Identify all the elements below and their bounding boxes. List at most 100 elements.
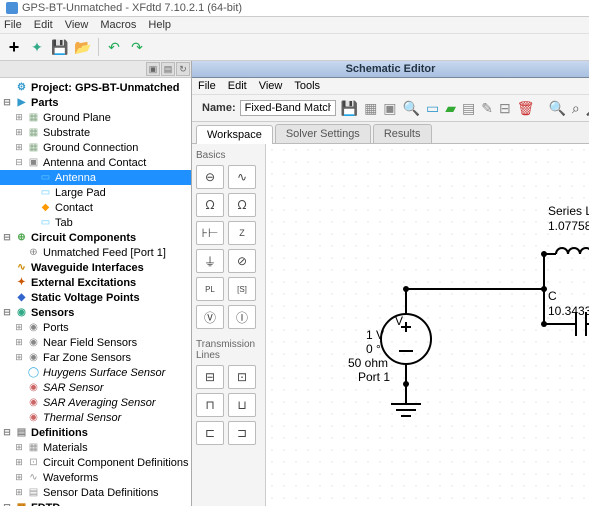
tree-item[interactable]: ⊕Unmatched Feed [Port 1] [0, 245, 191, 260]
palette-resistor-icon[interactable]: ∿ [228, 165, 256, 189]
schematic-toolbar: Name: 💾 ▦ ▣ 🔍 ▭ ▰ ▤ ✎ ⊟ 🗑 🔍 ⌕ 🔎 [192, 95, 589, 122]
tree-item[interactable]: ⊞▦Ground Connection [0, 140, 191, 155]
tree-item[interactable]: ⊟▣Antenna and Contact [0, 155, 191, 170]
sch-tb-5[interactable]: ▰ [444, 98, 457, 118]
palette-tl3-icon[interactable]: ⊓ [196, 393, 224, 417]
palette-tl4-icon[interactable]: ⊔ [228, 393, 256, 417]
tree-item[interactable]: ▭Tab [0, 215, 191, 230]
tree-tab-1[interactable]: ▣ [146, 62, 160, 76]
menu-help[interactable]: Help [148, 19, 171, 31]
menu-edit[interactable]: Edit [34, 19, 53, 31]
tree-item[interactable]: ⊟⊕Circuit Components [0, 230, 191, 245]
palette-sparam-icon[interactable]: [S] [228, 277, 256, 301]
palette-tl1-icon[interactable]: ⊟ [196, 365, 224, 389]
tree-item[interactable]: ⊟▤Definitions [0, 425, 191, 440]
new-icon[interactable]: + [4, 37, 24, 57]
tree-item[interactable]: ⊞◉Ports [0, 320, 191, 335]
palette-capacitor-icon[interactable]: ⊦⊢ [196, 221, 224, 245]
palette-iprobe-icon[interactable]: Ⓘ [228, 305, 256, 329]
capacitor-title: C [548, 289, 557, 303]
zoom-in-icon[interactable]: 🔎 [585, 98, 589, 118]
palette-port-icon[interactable]: PL [196, 277, 224, 301]
palette-tl-header: Transmission Lines [196, 339, 261, 361]
name-label: Name: [202, 102, 236, 114]
schematic-titlebar: Schematic Editor [192, 61, 589, 78]
palette-diode-icon[interactable]: ⊘ [228, 249, 256, 273]
sch-delete-icon[interactable]: 🗑 [516, 98, 536, 118]
main-toolbar: + ✦ 💾 📂 ↶ ↷ [0, 34, 589, 61]
palette-z-icon[interactable]: Z [228, 221, 256, 245]
schematic-canvas[interactable]: V 1 V 0 ° 50 ohm Port 1 Series L 1.07758… [266, 144, 589, 506]
sch-menu-view[interactable]: View [259, 80, 283, 92]
tree-item[interactable]: ◉Thermal Sensor [0, 410, 191, 425]
sch-tb-1[interactable]: ▦ [363, 98, 378, 118]
sch-tb-2[interactable]: ▣ [382, 98, 397, 118]
tree-item[interactable]: ◉SAR Sensor [0, 380, 191, 395]
tree-item[interactable]: ⊞▦Materials [0, 440, 191, 455]
palette-vprobe-icon[interactable]: Ⓥ [196, 305, 224, 329]
sch-tb-6[interactable]: ▤ [461, 98, 476, 118]
tab-solver[interactable]: Solver Settings [275, 124, 371, 143]
main-menubar: File Edit View Macros Help [0, 17, 589, 34]
palette-tl6-icon[interactable]: ⊐ [228, 421, 256, 445]
palette-ground-icon[interactable]: ⏚ [196, 249, 224, 273]
app-icon [6, 2, 18, 14]
tree-item[interactable]: ⊞◉Near Field Sensors [0, 335, 191, 350]
sch-save-icon[interactable]: 💾 [340, 98, 359, 118]
redo-icon[interactable]: ↷ [127, 37, 147, 57]
project-tree[interactable]: ⚙Project: GPS-BT-Unmatched⊟▶Parts⊞▦Groun… [0, 78, 191, 506]
tree-item[interactable]: ⊞▦Ground Plane [0, 110, 191, 125]
tree-item[interactable]: ⊞▦Substrate [0, 125, 191, 140]
tree-item[interactable]: ▭Large Pad [0, 185, 191, 200]
source-v-label: V [379, 314, 403, 328]
zoom-fit-icon[interactable]: ⌕ [571, 98, 581, 118]
schematic-tabs: Workspace Solver Settings Results [192, 122, 589, 144]
tree-tab-3[interactable]: ↻ [176, 62, 190, 76]
open-icon[interactable]: 📂 [73, 37, 93, 57]
menu-view[interactable]: View [65, 19, 89, 31]
palette-tl2-icon[interactable]: ⊡ [228, 365, 256, 389]
sch-menu-edit[interactable]: Edit [228, 80, 247, 92]
tree-item[interactable]: ⚙Project: GPS-BT-Unmatched [0, 80, 191, 95]
tree-item[interactable]: ◯Huygens Surface Sensor [0, 365, 191, 380]
menu-file[interactable]: File [4, 19, 22, 31]
tree-item[interactable]: ⊟◉Sensors [0, 305, 191, 320]
undo-icon[interactable]: ↶ [104, 37, 124, 57]
palette-source-icon[interactable]: ⊖ [196, 165, 224, 189]
menu-macros[interactable]: Macros [100, 19, 136, 31]
sparkle-icon[interactable]: ✦ [27, 37, 47, 57]
tree-item[interactable]: ◆Static Voltage Points [0, 290, 191, 305]
sch-tb-8[interactable]: ⊟ [498, 98, 512, 118]
palette-inductor-icon[interactable]: ᘯ [196, 193, 224, 217]
tree-tab-2[interactable]: ▤ [161, 62, 175, 76]
tab-workspace[interactable]: Workspace [196, 125, 273, 144]
tree-item[interactable]: ⊞∿Waveforms [0, 470, 191, 485]
save-icon[interactable]: 💾 [50, 37, 70, 57]
name-input[interactable] [240, 100, 336, 116]
tree-item[interactable]: ◆Contact [0, 200, 191, 215]
tab-results[interactable]: Results [373, 124, 432, 143]
palette-tl5-icon[interactable]: ⊏ [196, 421, 224, 445]
palette-inductor2-icon[interactable]: ᘯ [228, 193, 256, 217]
zoom-out-icon[interactable]: 🔍 [547, 98, 566, 118]
schematic-panel: Schematic Editor File Edit View Tools Na… [192, 61, 589, 506]
sch-menu-tools[interactable]: Tools [294, 80, 320, 92]
tree-item[interactable]: ▭Antenna [0, 170, 191, 185]
tree-item[interactable]: ∿Waveguide Interfaces [0, 260, 191, 275]
sch-tb-7[interactable]: ✎ [480, 98, 494, 118]
source-impedance-label: 50 ohm [348, 356, 388, 370]
tree-item[interactable]: ⊟▦FDTD [0, 500, 191, 506]
tree-tabstrip: ▣ ▤ ↻ [0, 61, 191, 78]
inductor-title: Series L [548, 204, 589, 218]
sch-menu-file[interactable]: File [198, 80, 216, 92]
tree-item[interactable]: ⊞⊡Circuit Component Definitions [0, 455, 191, 470]
tree-item[interactable]: ⊟▶Parts [0, 95, 191, 110]
sch-tb-4[interactable]: ▭ [425, 98, 440, 118]
palette-basics-header: Basics [196, 150, 261, 161]
tree-item[interactable]: ⊞▤Sensor Data Definitions [0, 485, 191, 500]
circuit-drawing [266, 144, 589, 504]
tree-item[interactable]: ⊞◉Far Zone Sensors [0, 350, 191, 365]
tree-item[interactable]: ◉SAR Averaging Sensor [0, 395, 191, 410]
tree-item[interactable]: ✦External Excitations [0, 275, 191, 290]
sch-tb-3[interactable]: 🔍 [402, 98, 421, 118]
